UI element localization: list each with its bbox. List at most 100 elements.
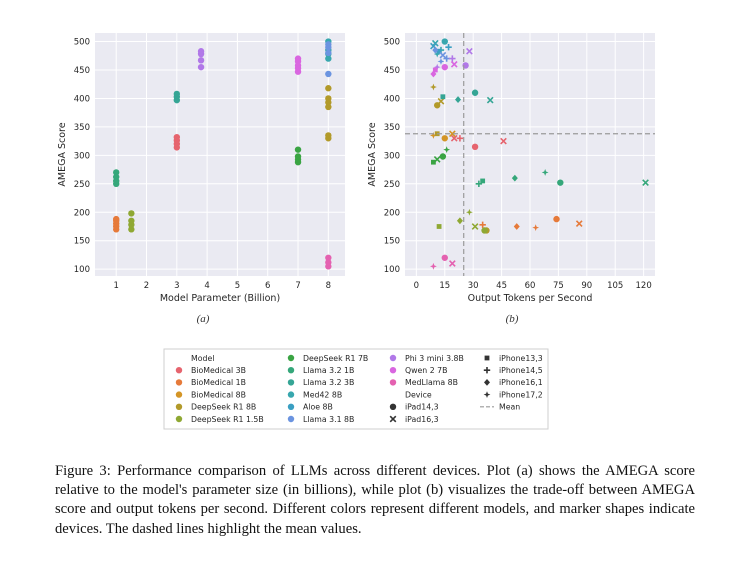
b-point [480, 178, 486, 184]
b-point [456, 135, 464, 142]
b-point [486, 96, 494, 104]
b-y-tick-label: 400 [384, 94, 400, 104]
legend-device-marker [483, 391, 491, 398]
caption-label: Figure 3: [55, 463, 111, 479]
legend-device-label: iPhone17,2 [499, 390, 543, 399]
b-point [436, 224, 442, 229]
a-y-tick-label: 350 [74, 123, 90, 133]
legend-device-marker [484, 379, 490, 386]
b-y-tick-label: 300 [384, 151, 400, 161]
legend-model-marker [389, 354, 397, 362]
legend-mean-label: Mean [499, 403, 520, 412]
b-point [455, 96, 462, 103]
b-y-tick-label: 500 [384, 38, 400, 48]
legend-model-marker [287, 379, 295, 386]
b-point [481, 227, 488, 234]
a-point [197, 48, 205, 55]
legend-device-label: iPhone14,5 [499, 366, 543, 375]
b-point [466, 47, 473, 55]
plot-a-sublabel: (a) [197, 313, 210, 325]
b-point [439, 51, 447, 59]
a-point [197, 57, 205, 64]
b-point [441, 135, 448, 142]
b-point [575, 220, 583, 228]
b-point [465, 208, 473, 216]
b-point [445, 44, 452, 51]
figure-caption: Figure 3: Performance comparison of LLMs… [55, 462, 695, 539]
a-point [128, 226, 135, 233]
b-point [541, 169, 549, 176]
b-point [432, 67, 438, 73]
legend-model-marker [287, 415, 295, 423]
a-x-tick-label: 7 [295, 281, 300, 291]
plot-b-sublabel: (b) [506, 313, 519, 325]
legend-model-marker [287, 403, 295, 410]
b-point [430, 70, 437, 78]
legend-model-marker [287, 391, 295, 398]
plot-b: 0 15 30 45 60 75 90 105 120 100 150 200 250 300 350 400… [367, 33, 655, 304]
a-point [325, 55, 332, 62]
legend-model-marker [389, 379, 397, 386]
legend-device-marker [389, 415, 397, 423]
a-point [113, 215, 120, 223]
b-y-axis-label: AMEGA Score [367, 122, 378, 186]
a-grid [95, 33, 345, 276]
legend-model-label: BioMedical 3B [191, 366, 246, 375]
b-point [443, 55, 450, 62]
a-point [294, 153, 302, 160]
b-point [456, 217, 463, 225]
legend-device-label: iPhone13,3 [499, 354, 543, 363]
legend-model-label: Phi 3 mini 3.8B [405, 354, 464, 363]
a-point [325, 95, 332, 102]
b-x-tick-label: 0 [414, 281, 419, 291]
b-point [511, 174, 518, 182]
b-point [557, 179, 564, 186]
a-point [294, 146, 302, 153]
b-point [553, 215, 560, 223]
b-point [479, 221, 486, 228]
a-x-tick-label: 1 [114, 281, 119, 291]
b-point [433, 50, 441, 58]
a-y-axis-label: AMEGA Score [57, 122, 68, 186]
a-x-tick-label: 2 [144, 281, 149, 291]
b-x-tick-label: 75 [553, 281, 564, 291]
b-y-tick-label: 150 [384, 237, 400, 247]
a-point [325, 254, 332, 261]
b-x-tick-label: 60 [525, 281, 536, 291]
legend-model-label: Llama 3.2 3B [303, 378, 354, 387]
a-y-tick-label: 150 [74, 237, 90, 247]
a-y-tick-label: 450 [74, 66, 90, 76]
b-point [500, 137, 507, 145]
b-point [430, 262, 437, 270]
b-y-tick-label: 250 [384, 180, 400, 190]
legend-device-marker [389, 403, 397, 410]
b-point [450, 60, 458, 68]
b-point [471, 223, 479, 230]
b-point [430, 83, 437, 91]
b-point [433, 63, 441, 71]
b-y-tick-label: 200 [384, 208, 400, 218]
a-point [173, 90, 181, 98]
b-point [440, 94, 446, 100]
a-point [128, 210, 135, 217]
b-point [642, 179, 649, 187]
b-point [450, 134, 458, 142]
legend-model-marker [389, 367, 397, 374]
a-x-tick-label: 6 [265, 281, 270, 291]
b-point [449, 55, 456, 62]
b-point [436, 48, 442, 54]
b-point [437, 97, 445, 105]
b-point [431, 159, 436, 165]
b-point [443, 146, 451, 154]
legend-model-label: DeepSeek R1 8B [191, 403, 256, 412]
legend-model-marker [175, 367, 183, 374]
b-point [471, 143, 479, 151]
b-point [432, 46, 439, 54]
b-point [439, 153, 447, 160]
b-x-tick-label: 105 [607, 281, 623, 291]
legend-device-marker [483, 367, 491, 374]
b-point [441, 63, 448, 71]
a-point [325, 41, 332, 48]
b-x-tick-label: 15 [439, 281, 450, 291]
a-y-tick-label: 500 [74, 38, 90, 48]
